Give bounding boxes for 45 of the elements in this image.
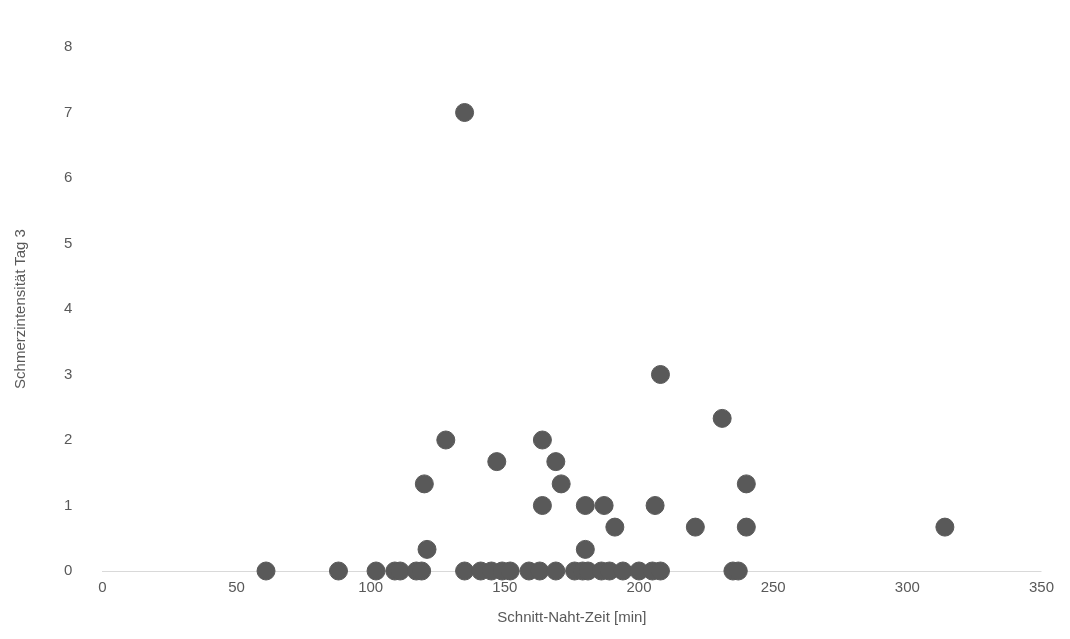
point — [546, 452, 566, 472]
point — [712, 408, 732, 428]
point — [546, 561, 566, 581]
y-tick-label: 6 — [64, 168, 73, 186]
point — [455, 103, 475, 122]
y-tick-label: 7 — [64, 102, 73, 120]
y-tick-label: 5 — [64, 233, 73, 251]
x-axis-title: Schnitt-Naht-Zeit [min] — [497, 608, 647, 626]
y-tick-label: 2 — [64, 430, 73, 448]
point — [594, 496, 614, 515]
point — [366, 561, 386, 581]
x-tick-label: 0 — [98, 578, 107, 596]
y-tick-label: 1 — [64, 495, 73, 513]
x-tick-label: 100 — [358, 578, 384, 596]
x-tick-label: 300 — [894, 578, 920, 596]
point — [487, 452, 507, 472]
point — [414, 474, 434, 494]
point — [736, 517, 756, 537]
point — [575, 539, 595, 559]
point — [736, 474, 756, 494]
y-tick-label: 0 — [64, 561, 73, 579]
point — [605, 517, 625, 537]
x-tick-label: 350 — [1028, 578, 1054, 596]
y-tick-label: 4 — [64, 299, 73, 317]
x-tick-label: 150 — [492, 578, 518, 596]
point — [436, 430, 456, 450]
x-tick-label: 250 — [760, 578, 786, 596]
point — [417, 539, 437, 559]
point — [455, 561, 475, 581]
point — [256, 561, 276, 581]
x-tick-label: 50 — [228, 578, 245, 596]
point — [532, 430, 552, 450]
point — [650, 365, 670, 384]
point — [613, 561, 633, 581]
point — [532, 496, 552, 515]
point — [935, 517, 955, 537]
point — [551, 474, 571, 494]
y-tick-label: 8 — [64, 37, 73, 55]
point — [575, 496, 595, 515]
y-tick-label: 3 — [64, 364, 73, 382]
y-axis-title: Schmerzintensität Tag 3 — [11, 229, 29, 389]
x-tick-label: 200 — [626, 578, 652, 596]
point — [645, 496, 665, 515]
point — [685, 517, 705, 537]
point — [328, 561, 348, 581]
